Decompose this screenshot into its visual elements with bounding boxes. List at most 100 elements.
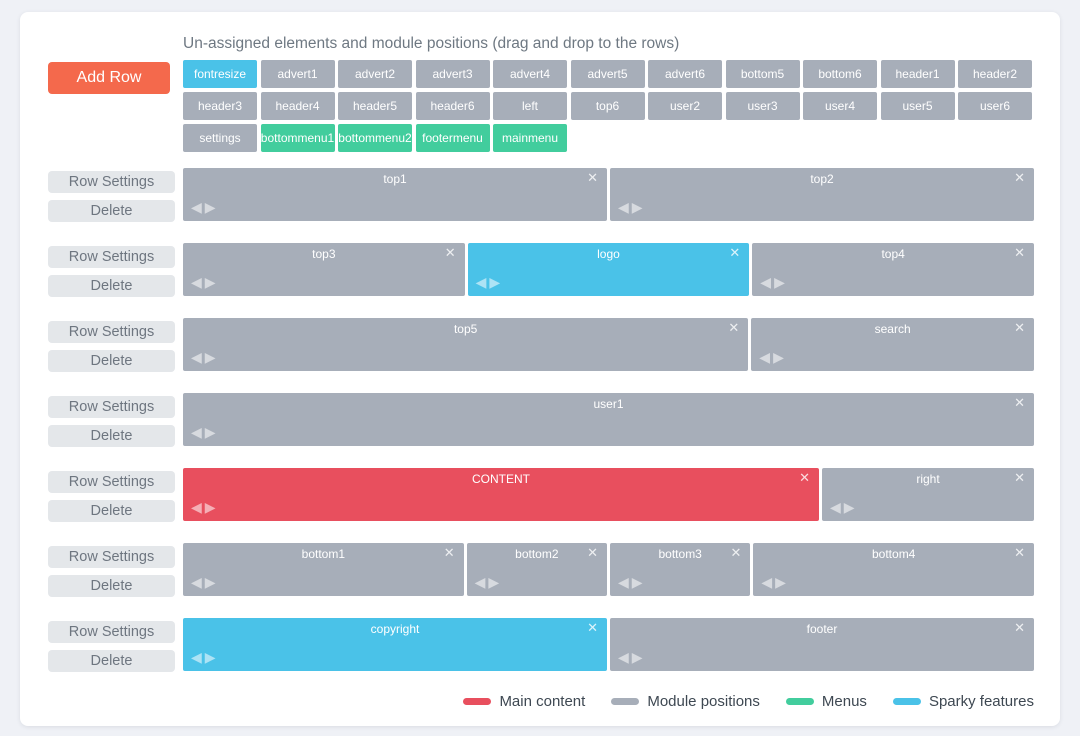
unassigned-chip[interactable]: header2 [958,60,1032,88]
grow-arrow-icon[interactable]: ▶ [204,574,216,590]
module-position[interactable]: bottom2 ✕ ◀ ▶ [466,543,607,596]
shrink-arrow-icon[interactable]: ◀ [191,199,202,215]
delete-row-button[interactable]: Delete [48,650,175,672]
module-position[interactable]: search ✕ ◀ ▶ [751,318,1034,371]
unassigned-chip[interactable]: advert3 [415,60,490,88]
unassigned-chip[interactable]: user3 [725,92,800,120]
shrink-arrow-icon[interactable]: ◀ [191,499,202,515]
add-row-button[interactable]: Add Row [48,62,170,94]
remove-module-icon[interactable]: ✕ [587,620,598,635]
remove-module-icon[interactable]: ✕ [1014,470,1025,485]
unassigned-chip[interactable]: user2 [648,92,722,120]
remove-module-icon[interactable]: ✕ [799,470,810,485]
grow-arrow-icon[interactable]: ▶ [204,424,216,440]
grow-arrow-icon[interactable]: ▶ [488,574,500,590]
module-position[interactable]: footer ✕ ◀ ▶ [610,618,1034,671]
row-settings-button[interactable]: Row Settings [48,321,175,343]
unassigned-chip[interactable]: fontresize [183,60,257,88]
delete-row-button[interactable]: Delete [48,275,175,297]
row-settings-button[interactable]: Row Settings [48,396,175,418]
row-settings-button[interactable]: Row Settings [48,471,175,493]
unassigned-chip[interactable]: user4 [803,92,877,120]
remove-module-icon[interactable]: ✕ [1014,245,1025,260]
shrink-arrow-icon[interactable]: ◀ [191,574,202,590]
remove-module-icon[interactable]: ✕ [444,245,456,260]
unassigned-chip[interactable]: mainmenu [493,124,567,152]
remove-module-icon[interactable]: ✕ [1014,395,1025,410]
grow-arrow-icon[interactable]: ▶ [204,649,216,665]
shrink-arrow-icon[interactable]: ◀ [760,274,772,290]
unassigned-chip[interactable]: advert2 [338,60,412,88]
unassigned-chip[interactable]: header3 [183,92,257,120]
remove-module-icon[interactable]: ✕ [443,545,455,560]
remove-module-icon[interactable]: ✕ [587,170,598,185]
unassigned-chip[interactable]: header5 [338,92,412,120]
module-position[interactable]: right ✕ ◀ ▶ [822,468,1034,521]
grow-arrow-icon[interactable]: ▶ [775,574,786,590]
shrink-arrow-icon[interactable]: ◀ [191,274,202,290]
unassigned-chip[interactable]: header4 [260,92,335,120]
unassigned-chip[interactable]: bottommenu1 [260,124,335,152]
grow-arrow-icon[interactable]: ▶ [204,274,216,290]
shrink-arrow-icon[interactable]: ◀ [191,349,202,365]
grow-arrow-icon[interactable]: ▶ [843,499,855,515]
unassigned-chip[interactable]: advert1 [260,60,335,88]
unassigned-chip[interactable]: header6 [415,92,490,120]
module-position[interactable]: bottom1 ✕ ◀ ▶ [183,543,464,596]
unassigned-chip[interactable]: advert5 [570,60,645,88]
delete-row-button[interactable]: Delete [48,350,175,372]
remove-module-icon[interactable]: ✕ [587,545,598,560]
module-position[interactable]: top3 ✕ ◀ ▶ [183,243,465,296]
row-settings-button[interactable]: Row Settings [48,546,175,568]
shrink-arrow-icon[interactable]: ◀ [618,574,629,590]
unassigned-chip[interactable]: left [493,92,567,120]
delete-row-button[interactable]: Delete [48,425,175,447]
shrink-arrow-icon[interactable]: ◀ [759,349,771,365]
shrink-arrow-icon[interactable]: ◀ [474,574,486,590]
grow-arrow-icon[interactable]: ▶ [631,199,643,215]
row-settings-button[interactable]: Row Settings [48,621,175,643]
remove-module-icon[interactable]: ✕ [729,245,741,260]
unassigned-chip[interactable]: bottom5 [725,60,800,88]
grow-arrow-icon[interactable]: ▶ [204,499,216,515]
unassigned-chip[interactable]: header1 [880,60,955,88]
grow-arrow-icon[interactable]: ▶ [489,274,501,290]
module-position[interactable]: top1 ✕ ◀ ▶ [183,168,607,221]
module-position[interactable]: CONTENT ✕ ◀ ▶ [183,468,819,521]
module-position[interactable]: logo ✕ ◀ ▶ [467,243,750,296]
remove-module-icon[interactable]: ✕ [1014,545,1025,560]
unassigned-chip[interactable]: settings [183,124,257,152]
shrink-arrow-icon[interactable]: ◀ [618,649,629,665]
module-position[interactable]: user1 ✕ ◀ ▶ [183,393,1034,446]
delete-row-button[interactable]: Delete [48,200,175,222]
unassigned-chip[interactable]: top6 [570,92,645,120]
module-position[interactable]: bottom4 ✕ ◀ ▶ [753,543,1034,596]
module-position[interactable]: copyright ✕ ◀ ▶ [183,618,607,671]
unassigned-chip[interactable]: advert4 [493,60,567,88]
module-position[interactable]: top4 ✕ ◀ ▶ [752,243,1034,296]
unassigned-chip[interactable]: bottom6 [803,60,877,88]
remove-module-icon[interactable]: ✕ [1014,620,1025,635]
unassigned-chip[interactable]: bottommenu2 [338,124,412,152]
module-position[interactable]: bottom3 ✕ ◀ ▶ [610,543,751,596]
grow-arrow-icon[interactable]: ▶ [773,349,784,365]
grow-arrow-icon[interactable]: ▶ [631,574,643,590]
unassigned-chip[interactable]: user5 [880,92,955,120]
delete-row-button[interactable]: Delete [48,575,175,597]
row-settings-button[interactable]: Row Settings [48,246,175,268]
delete-row-button[interactable]: Delete [48,500,175,522]
remove-module-icon[interactable]: ✕ [728,320,740,335]
shrink-arrow-icon[interactable]: ◀ [761,574,773,590]
remove-module-icon[interactable]: ✕ [1014,320,1025,335]
grow-arrow-icon[interactable]: ▶ [204,349,216,365]
module-position[interactable]: top2 ✕ ◀ ▶ [610,168,1034,221]
row-settings-button[interactable]: Row Settings [48,171,175,193]
grow-arrow-icon[interactable]: ▶ [631,649,643,665]
shrink-arrow-icon[interactable]: ◀ [475,274,487,290]
shrink-arrow-icon[interactable]: ◀ [830,499,841,515]
remove-module-icon[interactable]: ✕ [730,545,742,560]
shrink-arrow-icon[interactable]: ◀ [618,199,629,215]
shrink-arrow-icon[interactable]: ◀ [191,649,202,665]
remove-module-icon[interactable]: ✕ [1014,170,1025,185]
unassigned-chip[interactable]: user6 [958,92,1032,120]
